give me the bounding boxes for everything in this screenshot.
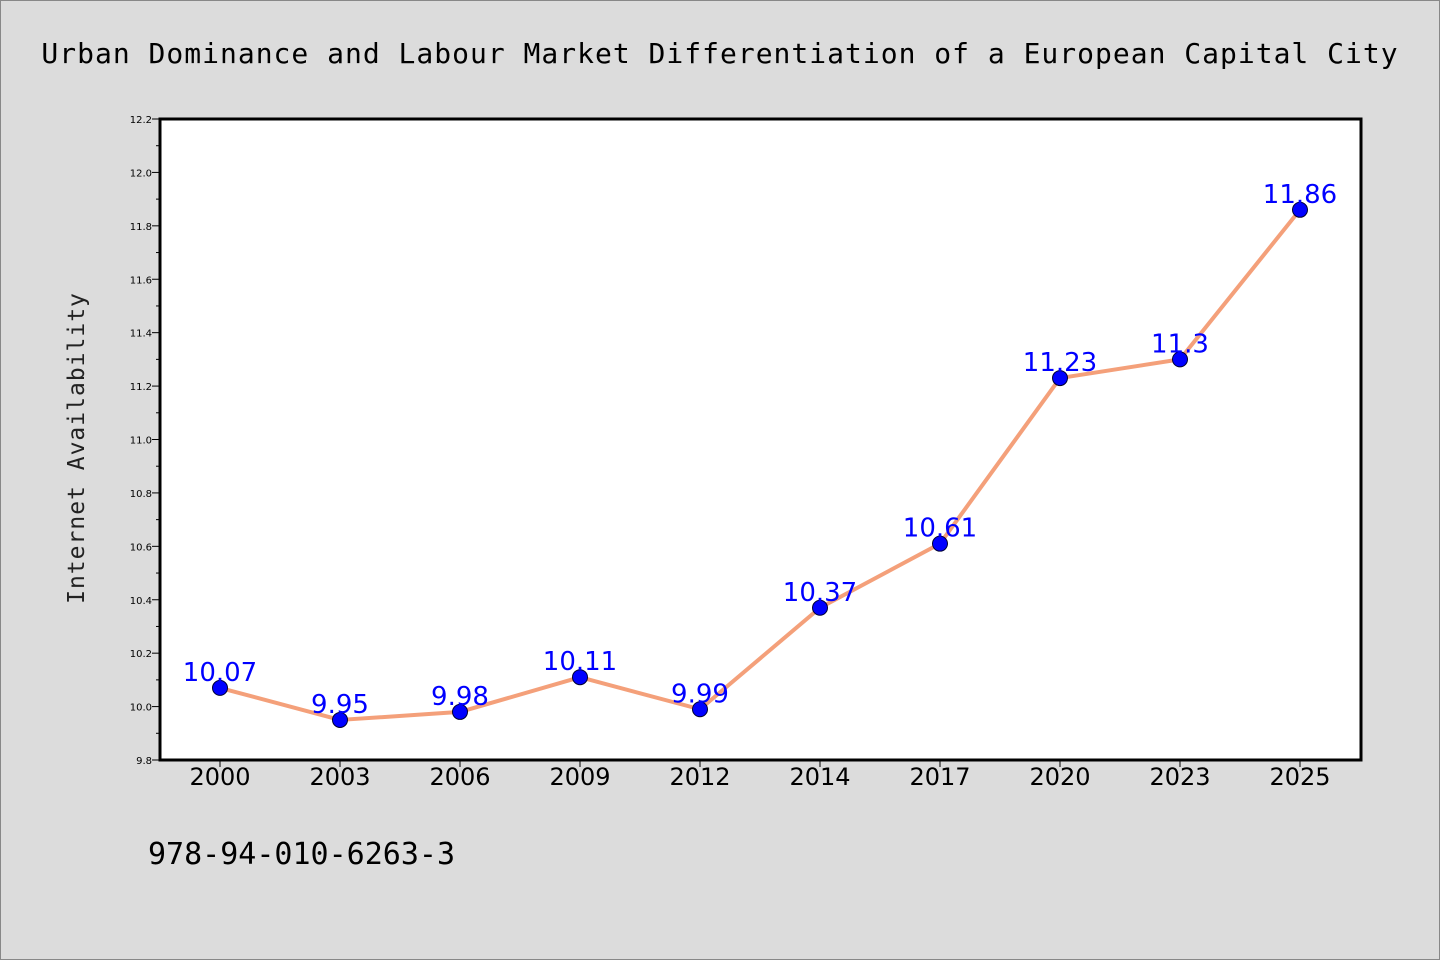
plot-area xyxy=(160,119,1361,760)
y-tick-label: 10.0 xyxy=(130,703,152,714)
y-tick-label: 10.8 xyxy=(130,489,152,500)
series-line xyxy=(218,207,1302,722)
y-axis: 9.8 10.0 10.2 10.4 10.6 10.8 11.0 11.2 11.4 11.6 1… xyxy=(130,115,160,767)
data-point xyxy=(932,535,948,552)
marker-group xyxy=(212,201,1308,728)
x-tick-label: 2014 xyxy=(789,763,850,791)
data-point xyxy=(572,669,588,686)
x-tick-label: 2020 xyxy=(1029,763,1090,791)
data-point xyxy=(692,701,708,718)
x-tick-label: 2003 xyxy=(309,763,370,791)
y-tick-label: 10.4 xyxy=(130,596,152,607)
plot-border xyxy=(158,117,1363,762)
chart-title: Urban Dominance and Labour Market Differ… xyxy=(41,37,1398,70)
y-axis-label: Internet Availability xyxy=(64,292,90,604)
y-tick-label: 10.6 xyxy=(130,542,152,553)
x-tick-label: 2006 xyxy=(429,763,490,791)
data-label: 10.07 xyxy=(183,658,257,688)
x-tick-label: 2012 xyxy=(669,763,730,791)
y-tick-label: 11.8 xyxy=(130,222,152,233)
series-line-group xyxy=(218,207,1302,722)
data-point xyxy=(332,711,348,728)
y-tick-label: 9.8 xyxy=(136,756,152,767)
data-label: 10.37 xyxy=(783,578,857,608)
data-point xyxy=(212,679,228,696)
data-label: 11.86 xyxy=(1263,180,1337,210)
data-label: 10.61 xyxy=(903,514,977,544)
data-point xyxy=(1292,201,1308,218)
data-label: 9.95 xyxy=(311,690,369,720)
x-tick-label: 2000 xyxy=(189,763,250,791)
data-point xyxy=(1052,370,1068,387)
isbn-text: 978-94-010-6263-3 xyxy=(148,837,455,872)
data-label-group: 10.07 9.95 9.98 10.11 9.99 10.37 10.61 11.23 11.… xyxy=(183,180,1337,720)
x-axis: 2000 2003 2006 2009 2012 2014 2017 2020 2023 2025 xyxy=(189,760,1331,791)
data-label: 9.99 xyxy=(671,679,729,709)
y-tick-label: 11.0 xyxy=(130,436,152,447)
y-tick-label: 11.2 xyxy=(130,382,152,393)
y-tick-label: 12.2 xyxy=(130,115,152,126)
x-tick-label: 2025 xyxy=(1269,763,1330,791)
x-tick-label: 2017 xyxy=(909,763,970,791)
data-label: 10.11 xyxy=(543,647,617,677)
data-point xyxy=(812,599,828,616)
y-tick-label: 11.6 xyxy=(130,275,152,286)
data-label: 11.23 xyxy=(1023,348,1097,378)
y-tick-label: 12.0 xyxy=(130,168,152,179)
x-tick-label: 2009 xyxy=(549,763,610,791)
y-tick-label: 10.2 xyxy=(130,649,152,660)
data-point xyxy=(1172,351,1188,368)
data-label: 9.98 xyxy=(431,682,489,712)
x-tick-label: 2023 xyxy=(1149,763,1210,791)
data-label: 11.3 xyxy=(1151,329,1209,359)
data-point xyxy=(452,703,468,720)
y-tick-label: 11.4 xyxy=(130,329,152,340)
